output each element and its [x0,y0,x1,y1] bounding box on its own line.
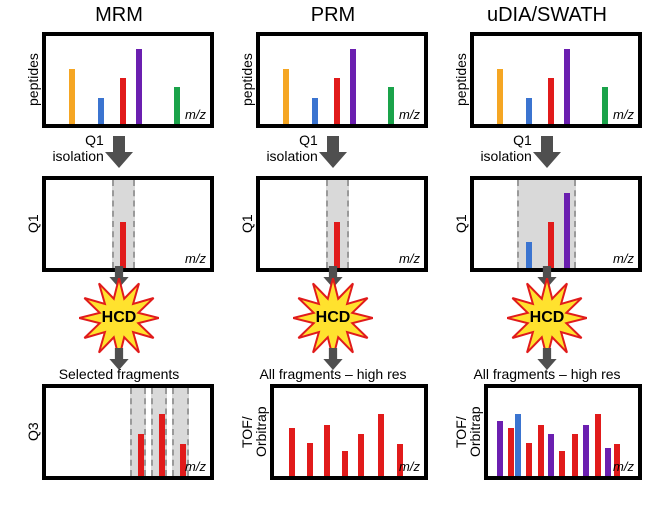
q1-arrow-udia: Q1 isolation [452,128,642,176]
spectrum-bar [526,242,532,268]
hcd-label: HCD [316,309,351,327]
spectrum-bar [583,425,589,476]
arrow-icon [323,348,343,370]
spectrum-bar [388,87,394,124]
fragments-panel-mrm-box: m/z [42,384,214,480]
spectrum-bar [508,428,514,476]
spectrum-bar [605,448,611,476]
fragments-panel-prm: TOF/ Orbitrap m/z [238,384,428,480]
hcd-mrm: HCD [24,272,214,364]
spectrum-bar [595,414,601,476]
ylabel-tof-prm: TOF/ Orbitrap [238,384,270,480]
spectrum-bar [334,78,340,124]
spectrum-bar [358,434,364,476]
q1-isolation-label: Q1 isolation [480,132,531,164]
ylabel-tof-udia: TOF/ Orbitrap [452,384,484,480]
mz-label: m/z [185,107,206,122]
mz-label: m/z [613,107,634,122]
ylabel-q1-udia: Q1 [452,176,470,272]
peptides-panel-udia: peptides m/z [452,32,642,128]
spectrum-bar [334,222,340,268]
q1-arrow-prm: Q1 isolation [238,128,428,176]
spectrum-bar [174,87,180,124]
peptides-panel-prm-box: m/z [256,32,428,128]
title-prm: PRM [238,4,428,32]
arrow-icon [537,348,557,370]
spectrum-bar [120,78,126,124]
fragments-panel-prm-box: m/z [270,384,428,480]
spectrum-bar [526,443,532,476]
q1-panel-mrm-box: m/z [42,176,214,272]
q1-panel-udia: Q1 m/z [452,176,642,272]
spectrum-bar [572,434,578,476]
spectrum-bar [497,69,503,124]
q1-panel-prm-box: m/z [256,176,428,272]
spectrum-bar [312,98,318,124]
ylabel-peptides-prm: peptides [238,32,256,128]
spectrum-bar [564,49,570,124]
q1-arrow-mrm: Q1 isolation [24,128,214,176]
q1-isolation-label: Q1 isolation [52,132,103,164]
hcd-udia: HCD [452,272,642,364]
peptides-panel-prm: peptides m/z [238,32,428,128]
mz-label: m/z [613,251,634,266]
title-mrm: MRM [24,4,214,32]
peptides-panel-mrm: peptides m/z [24,32,214,128]
hcd-prm: HCD [238,272,428,364]
ylabel-peptides-udia: peptides [452,32,470,128]
q1-panel-prm: Q1 m/z [238,176,428,272]
mz-label: m/z [185,251,206,266]
mz-label: m/z [399,459,420,474]
spectrum-bar [602,87,608,124]
spectrum-bar [548,222,554,268]
spectrum-bar [378,414,384,476]
spectrum-bar [564,193,570,268]
peptides-panel-mrm-box: m/z [42,32,214,128]
arrow-icon [105,136,133,168]
hcd-star: HCD [507,278,587,358]
spectrum-bar [307,443,313,476]
spectrum-bar [548,434,554,476]
q1-panel-mrm: Q1 m/z [24,176,214,272]
spectrum-bar [515,414,521,476]
fragments-panel-udia-box: m/z [484,384,642,480]
spectrum-bar [497,421,503,476]
arrow-icon [319,136,347,168]
arrow-icon [109,348,129,370]
spectrum-bar [538,425,544,476]
fragments-panel-udia: TOF/ Orbitrap m/z [452,384,642,480]
ylabel-peptides-mrm: peptides [24,32,42,128]
spectrum-bar [120,222,126,268]
spectrum-bar [350,49,356,124]
mz-label: m/z [399,107,420,122]
spectrum-bar [289,428,295,476]
title-udia: uDIA/SWATH [452,4,642,32]
hcd-star: HCD [293,278,373,358]
arrow-icon [533,136,561,168]
ylabel-q3-mrm: Q3 [24,384,42,480]
hcd-star: HCD [79,278,159,358]
hcd-label: HCD [102,309,137,327]
spectrum-bar [138,434,144,476]
spectrum-bar [342,451,348,476]
ylabel-q1-mrm: Q1 [24,176,42,272]
fragments-panel-mrm: Q3 m/z [24,384,214,480]
hcd-label: HCD [530,309,565,327]
q1-panel-udia-box: m/z [470,176,642,272]
spectrum-bar [526,98,532,124]
spectrum-bar [69,69,75,124]
ylabel-q1-prm: Q1 [238,176,256,272]
mz-label: m/z [613,459,634,474]
spectrum-bar [136,49,142,124]
spectrum-bar [283,69,289,124]
mz-label: m/z [399,251,420,266]
spectrum-bar [98,98,104,124]
spectrum-bar [559,451,565,476]
spectrum-bar [324,425,330,476]
peptides-panel-udia-box: m/z [470,32,642,128]
q1-isolation-label: Q1 isolation [266,132,317,164]
spectrum-bar [159,414,165,476]
spectrum-bar [548,78,554,124]
mz-label: m/z [185,459,206,474]
